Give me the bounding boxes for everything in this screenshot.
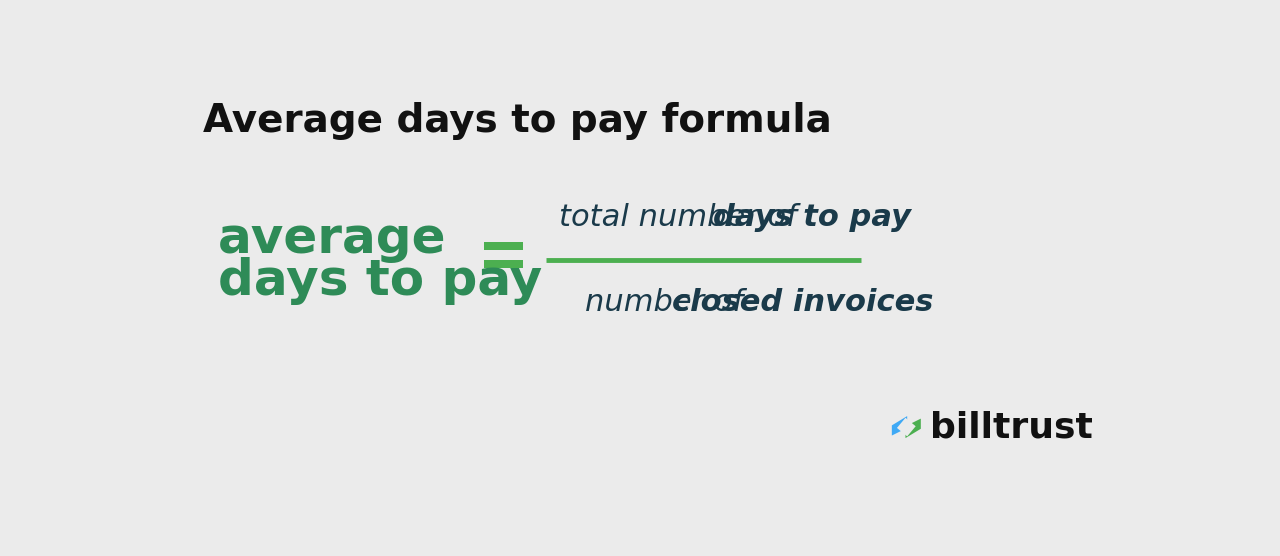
Text: total number of: total number of bbox=[559, 202, 806, 231]
Text: closed invoices: closed invoices bbox=[672, 289, 933, 317]
Text: days to pay: days to pay bbox=[218, 257, 543, 305]
Polygon shape bbox=[897, 418, 915, 436]
Text: number of: number of bbox=[585, 289, 753, 317]
Polygon shape bbox=[892, 416, 908, 435]
Text: Average days to pay formula: Average days to pay formula bbox=[202, 102, 832, 140]
Text: average: average bbox=[218, 215, 447, 263]
FancyBboxPatch shape bbox=[484, 260, 522, 269]
FancyBboxPatch shape bbox=[484, 241, 522, 250]
Text: billtrust: billtrust bbox=[929, 410, 1092, 444]
Polygon shape bbox=[905, 419, 920, 438]
Text: days to pay: days to pay bbox=[713, 202, 910, 231]
